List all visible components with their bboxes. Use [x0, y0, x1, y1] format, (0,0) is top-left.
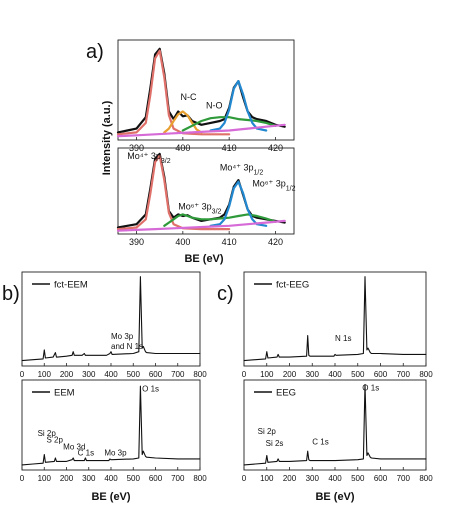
x-tick-label: 700	[171, 474, 185, 483]
x-tick-label: 410	[222, 237, 237, 247]
x-tick-label: 200	[283, 474, 297, 483]
series-line-s0	[243, 276, 427, 362]
legend-entry: fct-EEM	[54, 280, 88, 291]
x-tick-label: 420	[268, 237, 283, 247]
annotation-label: N-C	[181, 92, 197, 102]
annotation-label: Mo⁶⁺ 3p1/2	[252, 179, 295, 193]
x-tick-label: 300	[306, 474, 320, 483]
x-tick-label: 0	[242, 474, 247, 483]
x-tick-label: 0	[20, 474, 25, 483]
annotation-label: Mo 3d	[63, 442, 85, 451]
series-line-fit-n-c	[163, 110, 203, 134]
x-tick-label: 700	[397, 474, 411, 483]
annotation-label: Mo 3p	[104, 448, 127, 457]
annotation-subscript: 3/2	[212, 208, 222, 215]
annotation-subscript: 1/2	[254, 169, 264, 176]
x-tick-label: 300	[82, 474, 96, 483]
x-tick-label: 600	[374, 370, 388, 379]
annotation-label: C 1s	[312, 437, 328, 446]
series-line-background	[116, 219, 286, 232]
annotation-label: N-O	[206, 101, 223, 111]
x-tick-label: 600	[149, 474, 163, 483]
x-tick-label: 0	[242, 370, 247, 379]
x-tick-label: 200	[60, 370, 74, 379]
x-tick-label: 100	[260, 370, 274, 379]
annotation-label: Si 2s	[266, 439, 284, 448]
x-tick-label: 600	[149, 370, 163, 379]
annotation-subscript: 3/2	[161, 157, 171, 164]
series-line-fit-mo4-3p12	[209, 180, 268, 227]
x-tick-label: 700	[171, 370, 185, 379]
annotation-label: Mo 3p	[111, 332, 134, 341]
series-line-background	[116, 123, 286, 138]
legend-entry: fct-EEG	[276, 280, 309, 291]
series-line-fit-mo6-3p32	[163, 213, 277, 227]
annotation-label: Si 2p	[38, 429, 57, 438]
chart-b-top: 0 100 200 300 400 500 600 700 800 fct-EEM Mo 3pand…	[20, 271, 207, 379]
panel-c-label: c)	[217, 283, 234, 305]
x-tick-label: 400	[175, 237, 190, 247]
x-tick-label: 0	[20, 370, 25, 379]
annotation-label: Mo⁶⁺ 3p3/2	[178, 201, 221, 215]
legend-entry: EEM	[54, 388, 75, 399]
x-tick-label: 100	[260, 474, 274, 483]
x-tick-label: 400	[328, 370, 342, 379]
annotation-label: O 1s	[362, 383, 379, 392]
panel-a-ylabel: Intensity (a.u.)	[101, 100, 113, 175]
x-tick-label: 500	[127, 370, 141, 379]
chart-a-bottom: 390 400 410 420 Mo⁴⁺ 3p3/2 Mo⁶⁺ 3p3/2 Mo⁴⁺ 3p1…	[116, 147, 296, 247]
series-line-s0	[21, 276, 201, 362]
panel-c-xlabel: BE (eV)	[315, 491, 354, 503]
x-tick-label: 500	[127, 474, 141, 483]
chart-c-top: 0 100 200 300 400 500 600 700 800 fct-EEG N 1s	[242, 271, 433, 379]
plot-frame	[117, 39, 295, 141]
legend-entry: EEG	[276, 388, 296, 399]
x-tick-label: 600	[374, 474, 388, 483]
x-tick-label: 500	[351, 370, 365, 379]
annotation-label-line2: and N 1s	[111, 342, 143, 351]
annotation-label: C 1s	[78, 448, 94, 457]
x-tick-label: 400	[104, 474, 118, 483]
annotation-label: Mo⁴⁺ 3p3/2	[127, 151, 170, 165]
annotation-label: O 1s	[142, 384, 159, 393]
annotation-label: S 2p	[46, 436, 63, 445]
series-line-s0	[243, 383, 427, 466]
x-tick-label: 800	[419, 474, 433, 483]
x-tick-label: 200	[60, 474, 74, 483]
x-tick-label: 390	[129, 237, 144, 247]
plot-frame	[243, 271, 427, 367]
panel-a-label: a)	[86, 41, 104, 63]
annotation-subscript: 1/2	[286, 185, 296, 192]
panel-b-label: b)	[2, 283, 20, 305]
x-tick-label: 400	[104, 370, 118, 379]
plot-frame	[117, 147, 295, 235]
x-tick-label: 700	[397, 370, 411, 379]
series-line-fit-mo-3p	[209, 79, 268, 132]
x-tick-label: 800	[419, 370, 433, 379]
panel-b-xlabel: BE (eV)	[91, 491, 130, 503]
x-tick-label: 300	[82, 370, 96, 379]
annotation-label: N 1s	[335, 334, 351, 343]
chart-c-bottom: 0 100 200 300 400 500 600 700 800 EEG Si 2p Si 2s C …	[242, 379, 433, 483]
x-tick-label: 200	[283, 370, 297, 379]
annotation-label: Si 2p	[258, 427, 277, 436]
plot-frame	[243, 379, 427, 471]
x-tick-label: 100	[38, 474, 52, 483]
panel-a-xlabel: BE (eV)	[184, 253, 223, 265]
x-tick-label: 400	[328, 474, 342, 483]
x-tick-label: 800	[193, 370, 207, 379]
annotation-label: Mo⁴⁺ 3p1/2	[220, 162, 263, 176]
x-tick-label: 500	[351, 474, 365, 483]
series-line-fit-n-o	[181, 116, 277, 132]
x-tick-label: 800	[193, 474, 207, 483]
x-tick-label: 100	[38, 370, 52, 379]
series-line-raw	[116, 47, 286, 134]
series-line-s0	[21, 385, 201, 466]
x-tick-label: 300	[306, 370, 320, 379]
